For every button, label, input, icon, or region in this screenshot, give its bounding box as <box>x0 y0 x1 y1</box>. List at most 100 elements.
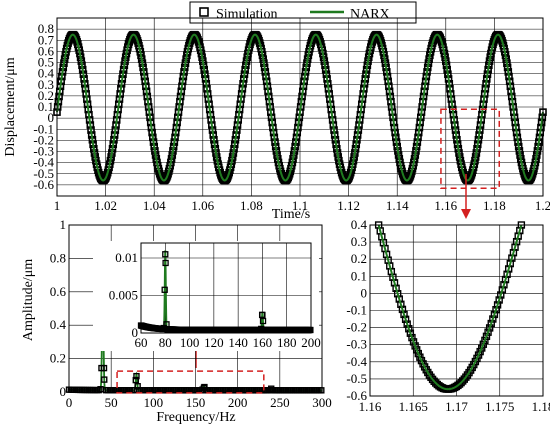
spectrum-chart-y-label: Amplitude/μm <box>21 259 36 341</box>
zoom-y-tick-label: 0.4 <box>351 217 368 232</box>
spectrum-chart-x-ticks: 0 50 100 150 200 250 300 <box>66 395 332 410</box>
spec-y-tick-label: 0.4 <box>50 317 67 332</box>
zoom-chart-frame <box>369 224 544 397</box>
time-x-tick-label: 1.14 <box>386 198 409 213</box>
spec-x-tick-label: 250 <box>270 395 290 410</box>
inset-chart-simulation-series <box>137 251 314 334</box>
spectrum-chart-frame <box>68 224 323 393</box>
spec-x-tick-label: 200 <box>228 395 248 410</box>
spectrum-chart-simulation-series <box>65 288 325 394</box>
time-y-tick-label: 0.1 <box>38 99 54 114</box>
spectrum-chart-x-label: Frequency/Hz <box>156 410 235 425</box>
time-y-tick-label: 0.7 <box>38 32 55 47</box>
zoom-x-tick-label: 1.16 <box>359 399 382 414</box>
zoom-connector-arrowhead <box>461 209 471 219</box>
zoom-chart-y-ticks: -0.6 -0.5 -0.4 -0.3 -0.2 -0.1 0 0.1 0.2 0.3 0.4 <box>346 217 367 403</box>
spec-y-tick-label: 0.8 <box>50 250 66 265</box>
zoom-y-tick-label: 0.3 <box>351 234 367 249</box>
inset-chart-y-ticks: 0 0.005 0.01 <box>109 250 138 340</box>
time-y-tick-label: 0.3 <box>38 77 54 92</box>
time-x-tick-label: 1.06 <box>191 198 214 213</box>
legend-simulation-label: Simulation <box>216 7 277 22</box>
time-y-tick-label: -0.1 <box>33 121 54 136</box>
zoom-simulation-point <box>484 328 492 336</box>
time-x-tick-label: 1.18 <box>483 198 506 213</box>
time-y-tick-label: -0.6 <box>33 177 54 192</box>
inset-x-tick-label: 180 <box>277 335 297 350</box>
inset-simulation-point <box>162 251 169 258</box>
zoom-x-tick-label: 1.17 <box>445 399 468 414</box>
zoom-y-tick-label: -0.5 <box>346 371 367 386</box>
zoom-simulation-point <box>481 336 489 345</box>
zoom-simulation-point <box>478 344 486 352</box>
zoom-y-tick-label: 0.1 <box>351 268 367 283</box>
time-y-tick-label: 0.8 <box>38 21 54 36</box>
zoom-y-tick-label: -0.2 <box>346 320 367 335</box>
inset-chart-frame <box>140 242 312 334</box>
inset-x-tick-label: 140 <box>228 335 248 350</box>
time-x-tick-label: 1.16 <box>434 198 457 213</box>
spec-x-tick-label: 100 <box>144 395 164 410</box>
time-y-tick-label: -0.5 <box>33 166 54 181</box>
inset-y-tick-label: 0 <box>132 325 139 340</box>
time-y-tick-label: 0.5 <box>38 55 54 70</box>
inset-x-tick-label: 120 <box>204 335 224 350</box>
legend-narx-label: NARX <box>350 7 390 22</box>
legend-simulation-marker <box>199 7 209 17</box>
inset-y-tick-label: 0.01 <box>115 250 138 265</box>
time-x-tick-label: 1.02 <box>94 198 117 213</box>
time-x-tick-label: 1.12 <box>337 198 360 213</box>
spec-y-tick-label: 0.2 <box>50 351 66 366</box>
time-y-tick-label: -0.4 <box>33 155 54 170</box>
zoom-simulation-point <box>482 332 491 341</box>
time-y-tick-label: 0.4 <box>38 66 55 81</box>
time-chart-x-label: Time/s <box>272 207 310 222</box>
inset-x-tick-label: 100 <box>180 335 200 350</box>
inset-simulation-point <box>162 259 169 267</box>
inset-simulation-point <box>259 317 267 325</box>
spectrum-simulation-point <box>318 387 325 394</box>
spectrum-simulation-point <box>132 376 139 384</box>
time-x-tick-label: 1 <box>54 198 61 213</box>
spec-y-tick-label: 1 <box>60 217 67 232</box>
time-chart-zoom-box <box>440 108 501 189</box>
inset-y-tick-label: 0.005 <box>109 288 138 303</box>
inset-x-tick-label: 200 <box>301 335 321 350</box>
spectrum-chart: 0 50 100 150 200 250 300 0 0.2 0.4 0.6 0.8 1 Freque… <box>21 217 332 425</box>
zoom-chart-simulation-series <box>374 221 526 393</box>
zoom-x-tick-label: 1.175 <box>485 399 514 414</box>
inset-x-tick-label: 160 <box>253 335 273 350</box>
inset-simulation-point <box>161 286 168 293</box>
zoom-simulation-point <box>406 329 415 337</box>
spectrum-simulation-point <box>133 372 140 380</box>
time-y-tick-label: -0.2 <box>33 132 54 147</box>
legend: Simulation NARX <box>189 1 417 24</box>
time-chart-frame <box>56 17 544 197</box>
time-y-tick-label: 0.6 <box>38 43 55 58</box>
zoom-y-tick-label: -0.6 <box>346 388 367 403</box>
spectrum-chart-y-ticks: 0 0.2 0.4 0.6 0.8 1 <box>50 217 67 399</box>
inset-x-tick-label: 80 <box>159 335 172 350</box>
time-chart-narx-series <box>56 33 544 182</box>
time-y-tick-label: -0.3 <box>33 144 54 159</box>
time-chart-y-label: Displacement/μm <box>3 57 18 156</box>
spectrum-simulation-point <box>101 376 108 383</box>
zoom-simulation-point <box>413 346 421 354</box>
spectrum-simulation-point <box>200 384 208 392</box>
time-y-tick-label: 0.2 <box>38 88 54 103</box>
time-y-tick-label: 0 <box>48 110 55 125</box>
spectrum-simulation-point <box>268 387 275 394</box>
zoom-chart-x-ticks: 1.16 1.165 1.17 1.175 1.18 <box>359 399 550 414</box>
spectrum-simulation-point <box>100 364 108 372</box>
inset-chart: 60 80 100 120 140 160 180 200 0 0.005 0.01 <box>93 241 321 351</box>
zoom-simulation-point <box>479 340 488 348</box>
zoom-y-tick-label: -0.4 <box>346 354 367 369</box>
zoom-simulation-point <box>485 324 494 332</box>
spec-x-tick-label: 150 <box>186 395 206 410</box>
zoom-chart-narx-series <box>377 224 523 391</box>
time-chart-x-ticks: 1 1.02 1.04 1.06 1.08 1.1 1.12 1.14 1.16 1.18 1.2 <box>54 198 550 213</box>
zoom-x-tick-label: 1.18 <box>532 399 550 414</box>
time-chart-y-ticks: -0.6-0.5-0.4-0.3-0.2-0.100.10.20.30.40.5… <box>33 21 54 192</box>
spec-y-tick-label: 0.6 <box>50 284 67 299</box>
